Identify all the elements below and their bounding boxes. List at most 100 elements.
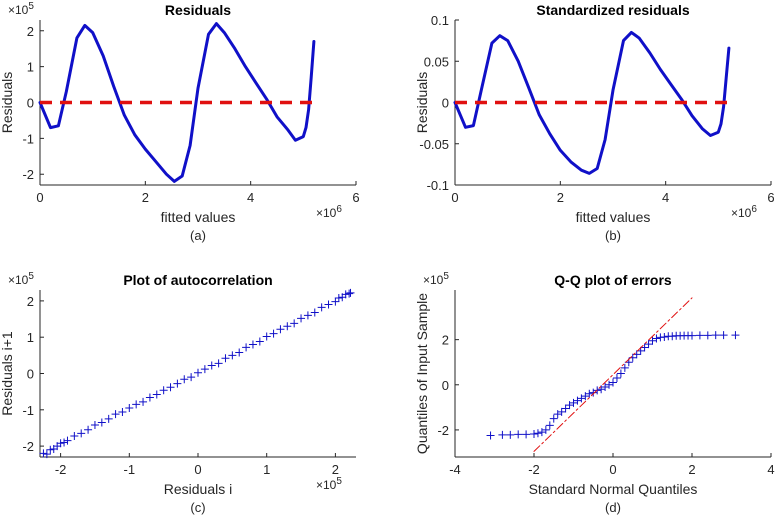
data-point-marker — [104, 414, 113, 423]
x-exponent-label: ×106 — [731, 204, 757, 220]
data-point-marker — [514, 430, 523, 439]
data-point-marker — [111, 410, 120, 419]
y-axis-label: Residuals — [414, 72, 430, 133]
y-axis-label: Residuals — [0, 72, 15, 133]
data-point-marker — [159, 386, 168, 395]
data-point-marker — [537, 428, 546, 437]
data-point-marker — [276, 325, 285, 334]
data-point-marker — [70, 431, 79, 440]
data-point-marker — [283, 322, 292, 331]
y-tick-label: 1 — [27, 330, 34, 345]
x-axis-label: Standard Normal Quantiles — [529, 481, 698, 497]
data-point-marker — [695, 331, 704, 340]
data-point-marker — [341, 290, 350, 299]
data-point-marker — [533, 429, 542, 438]
x-tick-label: 6 — [767, 190, 774, 205]
data-point-marker — [84, 425, 93, 434]
panel-caption: (b) — [605, 228, 621, 243]
x-tick-label: 1 — [263, 462, 270, 477]
data-point-marker — [248, 340, 257, 349]
data-point-marker — [180, 375, 189, 384]
x-tick-label: 0 — [451, 190, 458, 205]
scatter-series — [39, 288, 355, 459]
x-exponent-label: ×105 — [316, 476, 342, 492]
data-point-marker — [565, 401, 574, 410]
data-point-marker — [561, 404, 570, 413]
panel-d: -4 -2 0 2 4 -2 0 2 Q-Q plot of errors Standard No… — [414, 271, 775, 515]
panel-a: 0 2 4 6 -2 -1 0 1 2 Residuals fitted values Residua… — [0, 1, 360, 243]
y-axis-label: Quantiles of Input Sample — [414, 293, 430, 454]
y-tick-label: -2 — [437, 423, 449, 438]
data-point-marker — [90, 421, 99, 430]
data-point-marker — [118, 407, 127, 416]
data-point-marker — [577, 394, 586, 403]
data-point-marker — [221, 354, 230, 363]
y-exponent-label: ×105 — [8, 1, 34, 17]
panel-c: -2 -1 0 1 2 -2 -1 0 1 2 Plot of autocorrelation Res… — [0, 271, 356, 515]
data-point-marker — [187, 373, 196, 382]
data-point-marker — [652, 334, 661, 343]
data-point-marker — [506, 430, 515, 439]
data-point-marker — [255, 337, 264, 346]
y-tick-label: -1 — [22, 131, 34, 146]
data-point-marker — [97, 418, 106, 427]
panel-caption: (a) — [190, 228, 206, 243]
x-tick-label: -1 — [124, 462, 136, 477]
data-point-marker — [545, 421, 554, 430]
y-tick-label: -2 — [22, 167, 34, 182]
data-point-marker — [530, 429, 538, 438]
data-point-marker — [522, 430, 531, 439]
x-tick-label: 4 — [767, 462, 774, 477]
data-point-marker — [711, 331, 720, 340]
chart-title: Standardized residuals — [536, 2, 689, 18]
data-point-marker — [77, 429, 86, 438]
data-point-marker — [620, 363, 629, 372]
x-exponent-label: ×106 — [316, 204, 342, 220]
data-point-marker — [139, 397, 148, 406]
data-point-marker — [334, 293, 343, 302]
data-point-marker — [262, 332, 271, 341]
data-point-marker — [269, 329, 278, 338]
data-point-marker — [194, 368, 202, 377]
y-tick-label: -0.1 — [427, 178, 449, 193]
data-point-marker — [648, 336, 657, 345]
data-point-marker — [346, 288, 355, 297]
x-tick-label: 2 — [332, 462, 339, 477]
data-point-marker — [56, 439, 65, 448]
data-point-marker — [601, 383, 610, 392]
x-tick-label: 2 — [142, 190, 149, 205]
data-point-marker — [541, 425, 550, 434]
x-tick-label: 2 — [688, 462, 695, 477]
data-point-marker — [228, 351, 237, 360]
x-tick-label: 0 — [36, 190, 43, 205]
y-tick-label: 0.1 — [431, 13, 449, 28]
data-point-marker — [125, 403, 134, 412]
data-point-marker — [640, 343, 649, 352]
x-axis-label: fitted values — [161, 209, 236, 225]
y-tick-label: 0.05 — [424, 54, 449, 69]
data-point-marker — [200, 365, 209, 374]
chart-title: Residuals — [165, 2, 231, 18]
x-tick-label: 4 — [662, 190, 669, 205]
x-tick-label: 6 — [352, 190, 359, 205]
data-point-marker — [731, 331, 740, 340]
series-line — [453, 30, 731, 175]
data-point-marker — [63, 436, 72, 445]
x-tick-label: 4 — [247, 190, 254, 205]
x-tick-label: 2 — [557, 190, 564, 205]
data-point-marker — [557, 407, 566, 416]
series-line — [38, 22, 316, 183]
y-tick-label: 2 — [27, 294, 34, 309]
data-point-marker — [132, 400, 141, 409]
data-point-marker — [166, 383, 175, 392]
data-point-marker — [644, 340, 653, 349]
y-tick-label: 2 — [442, 333, 449, 348]
data-point-marker — [324, 300, 333, 309]
data-point-marker — [609, 378, 617, 387]
y-tick-label: 0 — [27, 96, 34, 111]
x-tick-label: -2 — [528, 462, 540, 477]
data-point-marker — [152, 390, 161, 399]
data-point-marker — [173, 379, 182, 388]
y-axis-label: Residuals i+1 — [0, 331, 15, 416]
